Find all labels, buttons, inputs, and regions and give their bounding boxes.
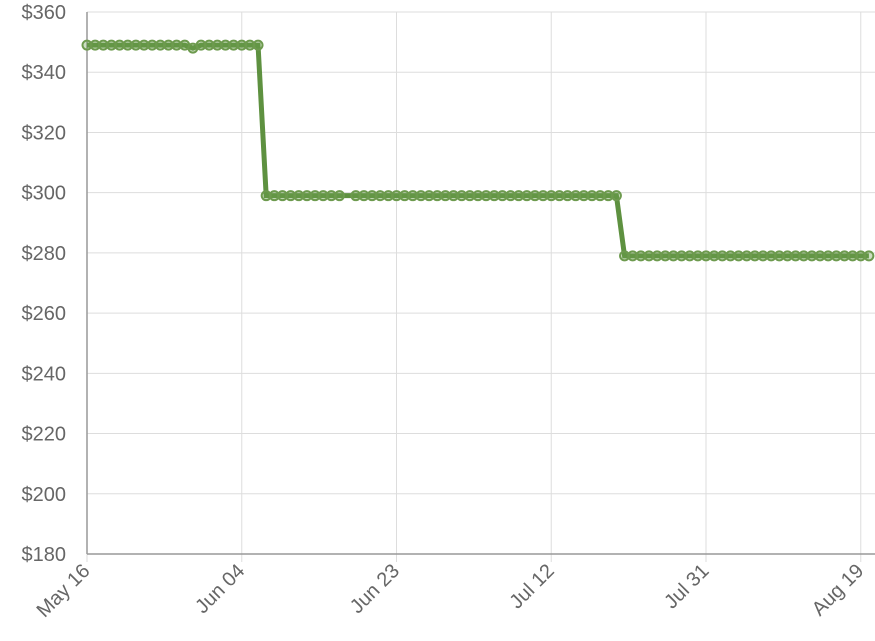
- y-tick-label: $200: [22, 484, 67, 506]
- price-line: [87, 42, 869, 259]
- data-point[interactable]: [863, 250, 875, 262]
- axes: [86, 12, 875, 555]
- y-tick-label: $320: [22, 122, 67, 144]
- y-tick-label: $340: [22, 62, 67, 84]
- x-tick-label: Jul 31: [660, 560, 713, 613]
- y-tick-label: $300: [22, 183, 67, 205]
- data-points: [81, 39, 875, 262]
- y-axis-tick-labels: $180 $200 $220 $240 $260 $280 $300 $320 $340 $360: [22, 2, 67, 566]
- y-gridlines: [87, 11, 875, 555]
- x-gridlines: [86, 12, 862, 562]
- x-tick-label: Aug 19: [808, 560, 868, 620]
- data-point[interactable]: [252, 39, 264, 51]
- x-tick-label: Jun 04: [191, 560, 249, 618]
- x-axis-tick-labels: May 16 Jun 04 Jun 23 Jul 12 Jul 31 Aug 19: [33, 560, 869, 622]
- x-tick-label: Jun 23: [346, 560, 404, 618]
- x-tick-label: May 16: [33, 560, 95, 622]
- data-point[interactable]: [333, 190, 345, 202]
- y-tick-label: $280: [22, 243, 67, 265]
- y-tick-label: $180: [22, 544, 67, 566]
- y-tick-label: $220: [22, 424, 67, 446]
- price-series: [87, 42, 869, 259]
- y-tick-label: $360: [22, 2, 67, 24]
- data-point[interactable]: [610, 190, 622, 202]
- y-tick-label: $260: [22, 303, 67, 325]
- y-tick-label: $240: [22, 363, 67, 385]
- x-tick-label: Jul 12: [505, 560, 558, 613]
